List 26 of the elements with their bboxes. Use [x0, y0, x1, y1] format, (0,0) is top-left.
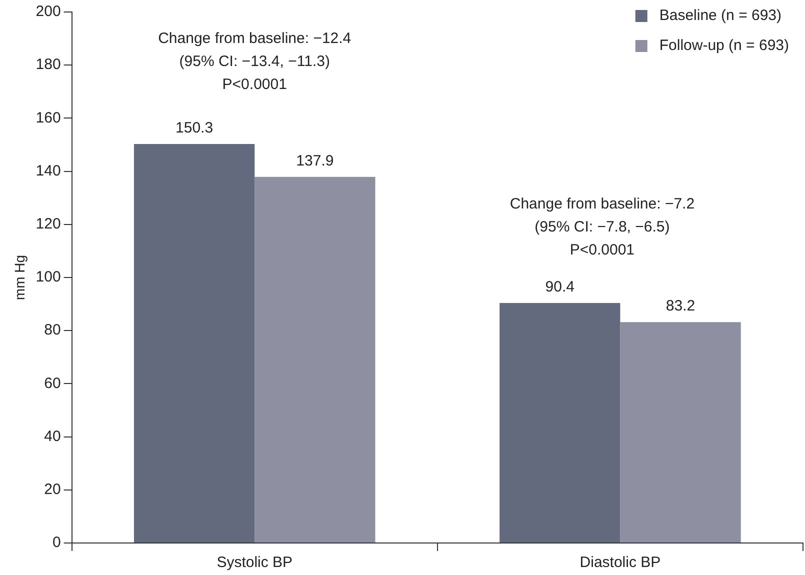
y-tick-label: 140: [36, 162, 61, 180]
legend-label: Follow-up (n = 693): [659, 37, 790, 54]
bar: [134, 144, 255, 542]
y-tick-label: 20: [44, 481, 61, 498]
y-tick-label: 40: [44, 428, 61, 445]
y-tick-label: 200: [36, 3, 61, 20]
y-tick-label: 80: [44, 322, 61, 339]
bar: [500, 302, 620, 542]
bar: [254, 176, 376, 542]
data-label: 150.3: [176, 120, 214, 137]
y-tick-label: 120: [36, 216, 61, 233]
y-tick-label: 180: [36, 56, 61, 74]
y-tick-label: 160: [36, 109, 61, 126]
y-tick-label: 60: [44, 374, 61, 392]
x-tick-label: Systolic BP: [216, 554, 293, 572]
y-axis-title: mm Hg: [11, 254, 28, 300]
data-label: 90.4: [545, 278, 574, 296]
data-label: 137.9: [296, 152, 334, 170]
y-tick-label: 100: [36, 268, 61, 286]
data-label: 83.2: [666, 298, 696, 315]
annotation: Change from baseline: −7.2 (95% CI: −7.8, −6.5) P<0.0001: [510, 195, 695, 258]
bar: [620, 322, 741, 542]
x-tick-label: Diastolic BP: [580, 554, 661, 572]
legend-label: Baseline (n = 693): [659, 7, 782, 24]
y-tick-label: 0: [52, 534, 61, 552]
annotation: Change from baseline: −12.4 (95% CI: −13.4, −11.3) P<0.0001: [158, 30, 352, 94]
